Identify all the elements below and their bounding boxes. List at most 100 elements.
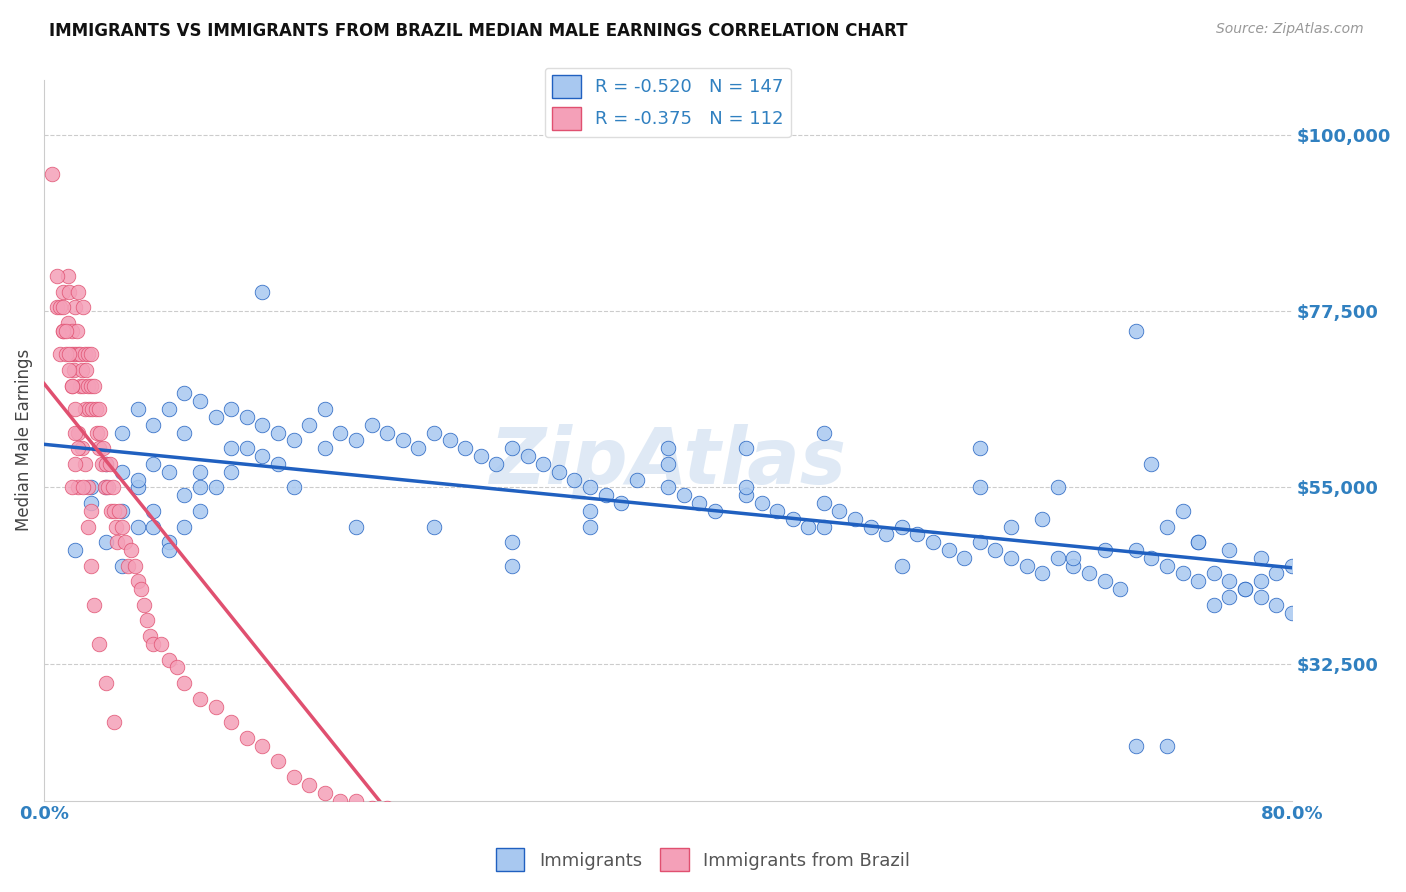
Text: IMMIGRANTS VS IMMIGRANTS FROM BRAZIL MEDIAN MALE EARNINGS CORRELATION CHART: IMMIGRANTS VS IMMIGRANTS FROM BRAZIL MED… [49,22,908,40]
Point [96,457,118,471]
Point [75,363,97,377]
Point [267,457,290,471]
Legend: R = -0.520   N = 147, R = -0.375   N = 112: R = -0.520 N = 147, R = -0.375 N = 112 [544,68,792,137]
Point [531,832,554,847]
Point [579,504,602,518]
Point [236,441,259,455]
Point [58,363,80,377]
Point [1140,550,1163,565]
Point [501,441,523,455]
Point [1062,558,1084,573]
Point [1156,558,1178,573]
Point [62,363,84,377]
Point [188,394,211,409]
Point [188,691,211,706]
Point [1156,739,1178,753]
Point [969,535,991,549]
Point [485,457,508,471]
Point [45,300,67,314]
Point [114,535,136,549]
Point [1031,511,1053,525]
Point [564,832,586,847]
Point [1218,543,1240,558]
Point [48,300,70,314]
Point [73,457,96,471]
Point [80,378,103,392]
Point [1156,519,1178,533]
Point [610,496,633,510]
Point [67,285,90,299]
Point [298,778,321,792]
Point [93,441,115,455]
Point [688,496,710,510]
Point [1171,504,1194,518]
Point [65,425,87,440]
Point [267,755,290,769]
Point [1218,574,1240,589]
Point [139,629,162,643]
Point [314,402,336,417]
Point [52,324,75,338]
Point [283,480,305,494]
Point [735,441,758,455]
Point [173,425,195,440]
Point [252,739,274,753]
Point [65,543,87,558]
Point [120,543,142,558]
Point [97,480,120,494]
Point [344,794,367,808]
Point [58,285,80,299]
Point [127,402,149,417]
Point [79,402,101,417]
Point [204,409,226,424]
Point [127,574,149,589]
Point [124,558,146,573]
Point [1265,566,1288,581]
Point [60,347,83,361]
Point [408,441,430,455]
Point [127,473,149,487]
Point [391,809,413,823]
Point [66,324,89,338]
Point [55,324,77,338]
Point [1202,598,1225,612]
Point [1046,480,1069,494]
Point [52,300,75,314]
Point [314,786,336,800]
Point [188,465,211,479]
Point [1218,590,1240,604]
Point [173,519,195,533]
Point [204,699,226,714]
Point [283,434,305,448]
Point [72,300,94,314]
Point [531,457,554,471]
Point [859,519,882,533]
Point [828,504,851,518]
Point [111,465,134,479]
Point [219,465,242,479]
Point [96,535,118,549]
Point [94,480,117,494]
Point [1187,535,1209,549]
Point [69,347,91,361]
Point [969,441,991,455]
Point [657,457,679,471]
Point [1187,535,1209,549]
Point [1015,558,1038,573]
Point [423,809,446,823]
Point [375,801,398,815]
Point [70,441,93,455]
Point [751,496,773,510]
Point [96,480,118,494]
Point [73,347,96,361]
Point [70,363,93,377]
Point [844,511,866,525]
Point [314,441,336,455]
Point [875,527,897,541]
Point [60,480,83,494]
Point [142,457,165,471]
Point [1046,550,1069,565]
Point [953,550,976,565]
Point [76,519,98,533]
Point [127,480,149,494]
